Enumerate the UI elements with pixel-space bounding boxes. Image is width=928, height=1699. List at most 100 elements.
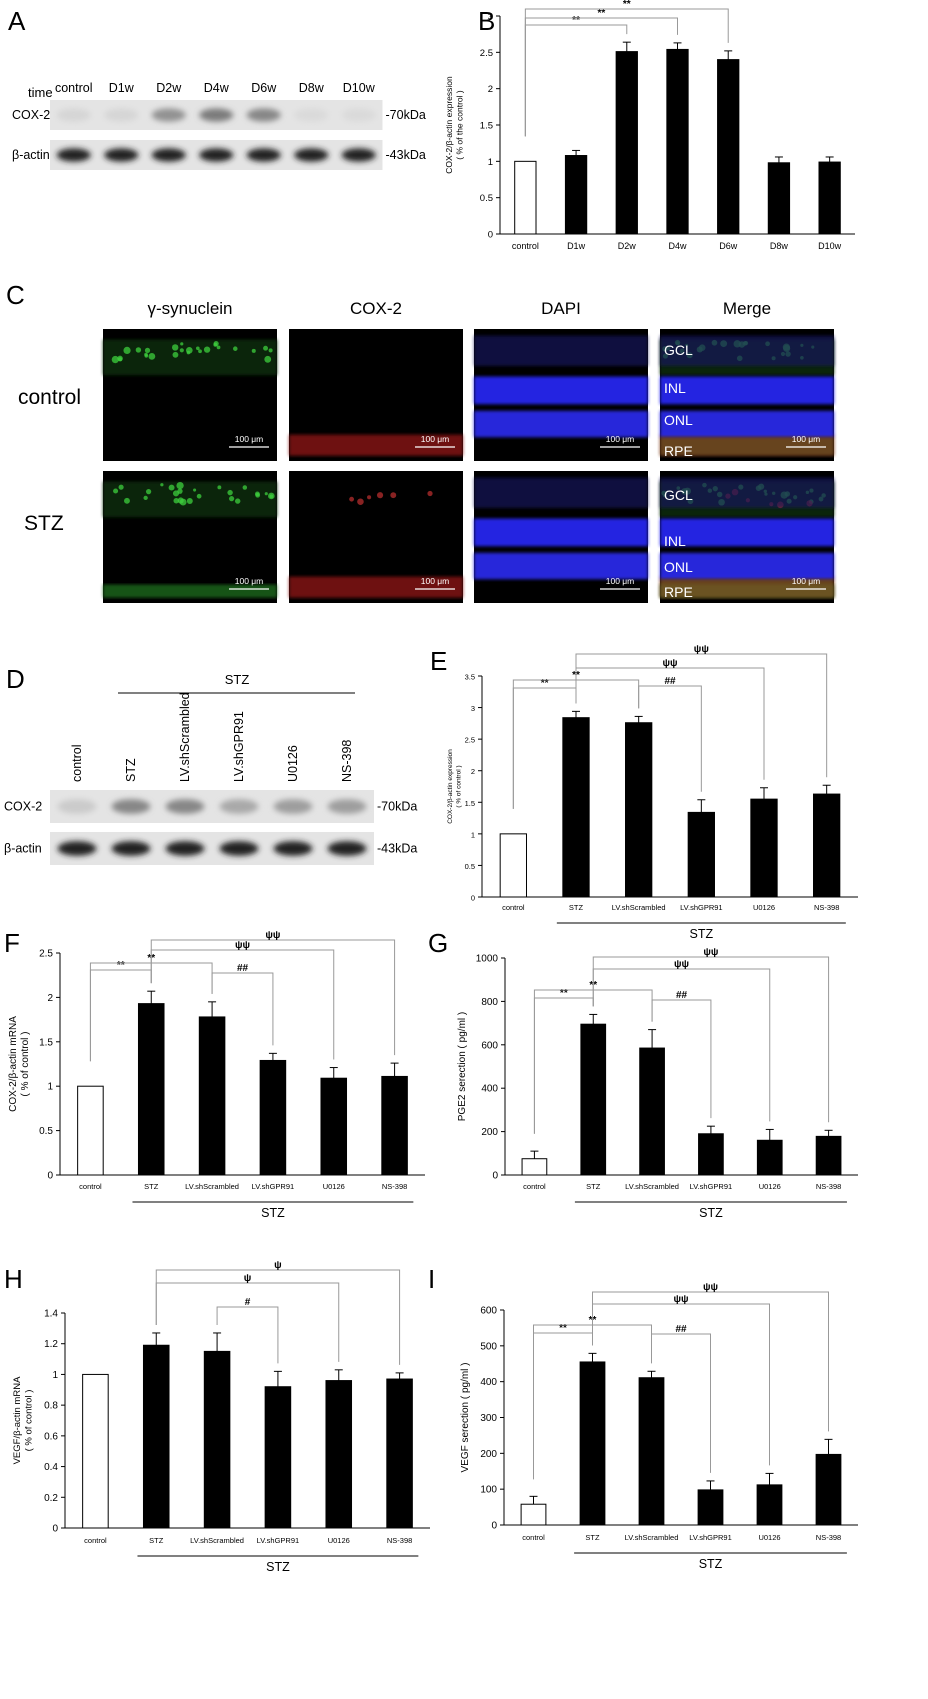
bar <box>514 160 537 235</box>
category-label: D1w <box>567 241 586 251</box>
group-label: STZ <box>699 1206 723 1220</box>
significance-bracket <box>524 8 729 137</box>
y-tick-label: 200 <box>480 1449 497 1460</box>
tissue-layer <box>660 376 834 405</box>
significance-label: ψψ <box>674 959 689 970</box>
y-tick-label: 1.2 <box>44 1339 58 1350</box>
blot-band <box>219 841 259 856</box>
bar <box>203 1350 231 1529</box>
blot-band-name: COX-2 <box>12 108 50 122</box>
bar <box>325 1380 353 1529</box>
cell-dot <box>148 352 156 360</box>
blot-lane-label: U0126 <box>286 745 300 782</box>
cell-dot <box>168 484 175 491</box>
significance-label: ## <box>676 990 688 1001</box>
tissue-layer <box>474 477 648 508</box>
cell-dot <box>172 351 179 358</box>
cell-dot <box>145 489 152 495</box>
blot-band <box>151 108 186 122</box>
category-label: STZ <box>149 1536 164 1545</box>
blot-band-name: β-actin <box>4 842 42 856</box>
category-label: U0126 <box>758 1533 780 1542</box>
panel-e-letter: E <box>430 646 447 676</box>
chart-f: 0 0.5 1 1.5 2 2.5 COX-2/β-actin mRNA( % of con… <box>8 930 425 1220</box>
significance-label: ψψ <box>703 947 718 958</box>
cell-dot <box>160 483 164 487</box>
group-label: STZ <box>690 927 714 941</box>
panel-e: E 0 0.5 1 1.5 2 2.5 3 3.5 COX-2/β-actin expressi… <box>430 644 858 941</box>
bar <box>639 1047 665 1176</box>
bar <box>580 1023 607 1176</box>
blot-band <box>56 108 91 122</box>
bar <box>520 1503 547 1526</box>
bar <box>381 1075 408 1176</box>
tissue-layer <box>660 579 834 598</box>
blot-lane-label: D10w <box>343 81 376 95</box>
group-label: STZ <box>266 1560 290 1574</box>
bar <box>666 48 689 235</box>
y-tick-label: 3 <box>488 12 493 23</box>
row-label: control <box>18 386 81 409</box>
category-label: control <box>523 1182 546 1191</box>
y-tick-label: 800 <box>481 997 498 1008</box>
group-label: STZ <box>699 1557 723 1571</box>
blot-lane-label: control <box>70 744 84 782</box>
bar <box>562 717 590 898</box>
category-label: NS-398 <box>382 1182 407 1191</box>
category-label: control <box>84 1536 107 1545</box>
significance-bracket <box>155 1282 340 1362</box>
category-label: LV.shScrambled <box>612 903 666 912</box>
category-label: LV.shGPR91 <box>680 903 723 912</box>
cell-dot <box>227 489 233 496</box>
cell-dot <box>193 488 197 492</box>
scale-bar-label: 100 μm <box>606 434 635 444</box>
cell-dot <box>180 342 184 346</box>
cell-dot <box>217 485 222 490</box>
cell-dot <box>357 498 364 506</box>
y-tick-label: 1.5 <box>39 1037 53 1048</box>
column-header: DAPI <box>541 299 581 318</box>
tissue-layer <box>660 518 834 547</box>
bar <box>142 1344 170 1529</box>
bar <box>756 1139 783 1176</box>
scale-bar-label: 100 μm <box>792 576 821 586</box>
y-tick-label: 2.5 <box>39 949 53 960</box>
bar <box>698 1133 724 1176</box>
chart-h: 0 0.2 0.4 0.6 0.8 1 1.2 1.4 VEGF/β-actin mRNA( %… <box>12 1260 430 1574</box>
y-tick-label: 0.4 <box>44 1462 58 1473</box>
chart-i: 0 100 200 300 400 500 600 VEGF serection ( pg/m… <box>460 1282 858 1571</box>
category-label: STZ <box>585 1533 600 1542</box>
blot-band-size: -43kDa <box>377 842 417 856</box>
cell-dot <box>172 490 180 497</box>
blot-band <box>151 148 186 162</box>
y-tick-label: 0 <box>47 1171 53 1182</box>
y-tick-label: 1 <box>52 1370 58 1381</box>
y-tick-label: 2.5 <box>465 736 475 745</box>
blot-band <box>246 108 281 122</box>
blot-band <box>219 799 259 814</box>
category-label: U0126 <box>753 903 775 912</box>
y-tick-label: 0.2 <box>44 1493 58 1504</box>
blot-band <box>57 841 97 856</box>
bar <box>77 1085 104 1176</box>
bar <box>625 722 653 898</box>
significance-label: ** <box>541 678 549 689</box>
group-label: STZ <box>261 1206 285 1220</box>
tissue-layer <box>660 437 834 456</box>
tissue-layer <box>289 576 463 598</box>
panel-a: A time control D1w D2w D4w D6w D8w D10w COX-2 -7… <box>8 6 426 170</box>
cell-dot <box>118 357 123 362</box>
tissue-layer <box>660 335 834 366</box>
significance-label: ** <box>572 15 580 26</box>
significance-label: ψψ <box>703 1282 718 1293</box>
panel-i: I 0 100 200 300 400 500 600 VEGF serection ( pg… <box>428 1264 858 1571</box>
panel-d: D STZ control STZ LV.shScrambled LV.shGPR91… <box>4 664 417 865</box>
row-label: STZ <box>24 512 64 535</box>
y-tick-label: 400 <box>480 1377 497 1388</box>
panel-c: C γ-synuclein COX-2 DAPI Merge control STZ 100… <box>6 280 834 603</box>
significance-label: ** <box>560 988 568 999</box>
blot-strip <box>50 832 374 865</box>
column-header: Merge <box>723 299 771 318</box>
y-tick-label: 400 <box>481 1084 498 1095</box>
cell-dot <box>264 355 272 363</box>
